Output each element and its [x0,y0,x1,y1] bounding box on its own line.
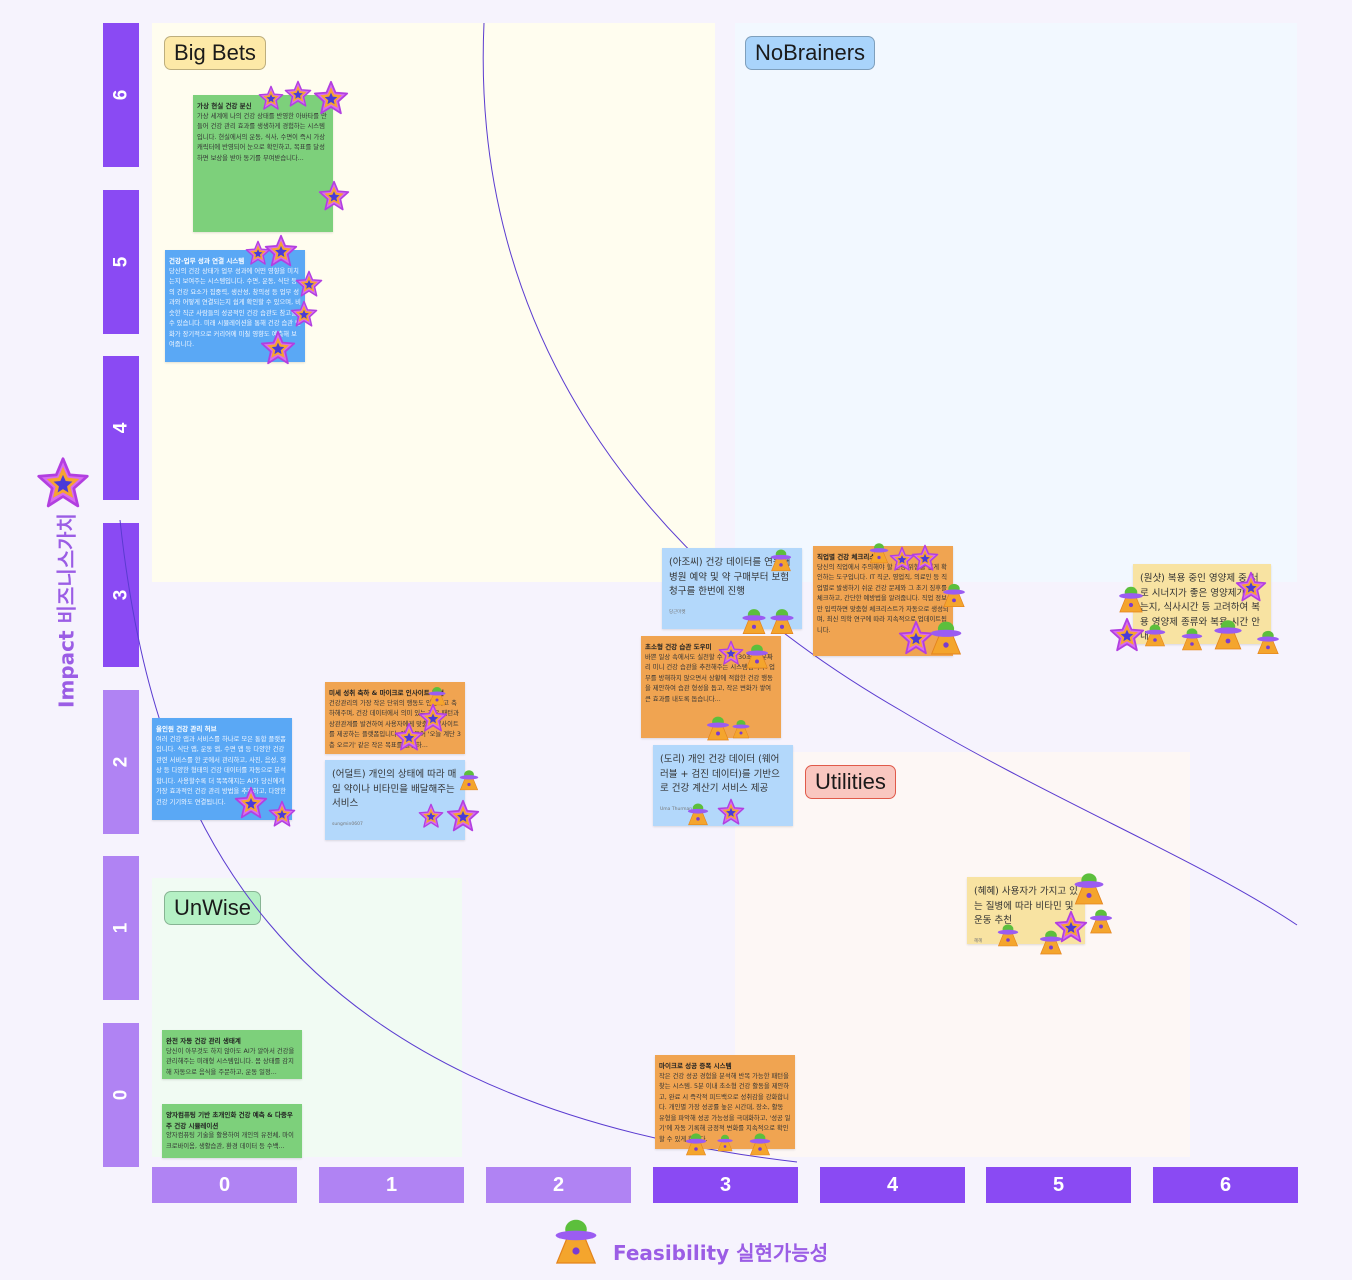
x-axis-title: Feasibility 실현가능성 [613,1241,829,1265]
star-icon [295,270,323,298]
x-tick-4: 4 [820,1167,965,1203]
big-bets-label[interactable]: Big Bets [164,36,266,70]
ufo-icon [1072,868,1106,906]
curve-lower [119,519,798,1163]
utilities-label[interactable]: Utilities [805,765,896,799]
x-tick-0: 0 [152,1167,297,1203]
no-brainers-region [735,23,1297,582]
sticky-note-virtual-health[interactable]: 가상 현실 건강 분신 가상 세계에 나의 건강 상태를 반영한 아바타를 만들어… [193,95,333,232]
y-tick-2: 2 [103,690,139,834]
ufo-icon [1143,620,1167,648]
ufo-icon [1088,905,1114,935]
sticky-note-dori[interactable]: (도리) 개인 건강 데이터 (웨어러블 + 검진 데이터)를 기반으로 건강 … [653,745,793,826]
x-tick-2: 2 [486,1167,631,1203]
star-icon [1235,571,1267,603]
y-tick-5: 5 [103,190,139,334]
y-tick-3: 3 [103,523,139,667]
star-icon [418,803,444,829]
star-icon [258,85,284,111]
y-tick-1: 1 [103,856,139,1000]
star-icon [234,786,268,820]
sticky-note-adult[interactable]: (어덜트) 개인의 상태에 따라 매일 약이나 비타민을 배달해주는 서비스 su… [325,760,465,840]
star-icon [284,80,312,108]
star-icon [718,640,744,666]
ufo-icon [1117,582,1145,614]
ufo-icon [1255,627,1281,655]
ufo-icon [731,716,751,740]
ufo-icon [748,1128,772,1158]
sticky-note-auto-ecosystem[interactable]: 완전 자동 건강 관리 생태계 당신이 아무것도 하지 않아도 AI가 알아서 건… [162,1030,302,1079]
ufo-icon [928,616,964,656]
star-icon [446,799,480,833]
ufo-icon [1180,624,1204,652]
x-tick-1: 1 [319,1167,464,1203]
star-icon [911,544,939,572]
no-brainers-label[interactable]: NoBrainers [745,36,876,70]
ufo-icon [740,605,768,635]
star-icon [394,722,424,752]
ufo-icon [769,546,793,572]
unwise-label[interactable]: UnWise [164,891,262,925]
star-icon [318,180,350,212]
ufo-icon [941,580,967,608]
curve-upper [482,22,1298,926]
ufo-icon [868,540,890,564]
star-icon [1054,910,1088,944]
x-tick-6: 6 [1153,1167,1298,1203]
star-icon [1109,617,1145,653]
star-icon [268,800,296,828]
star-icon [717,798,745,826]
star-icon [260,330,296,366]
ufo-icon [705,712,731,742]
ufo-icon [716,1130,734,1154]
sticky-note-all-in-one-hub[interactable]: 올인원 건강 관리 허브 여러 건강 앱과 서비스를 하나로 모은 통합 플랫폼입… [152,718,292,820]
utilities-region [735,752,1190,1157]
ufo-icon [996,920,1020,948]
ufo-icon [744,640,770,670]
star-icon [264,234,298,268]
star-icon [290,300,318,328]
star-icon [313,80,349,116]
y-tick-6: 6 [103,23,139,167]
ufo-icon [768,605,796,635]
ufo-icon [684,1128,708,1158]
ufo-icon [1212,614,1244,652]
ufo-icon [686,800,710,826]
sticky-note-micro-success[interactable]: 마이크로 성공 증폭 시스템 작은 건강 성공 경험을 분석해 반복 가능한 패턴… [655,1055,795,1149]
sticky-note-quantum[interactable]: 양자컴퓨팅 기반 초개인화 건강 예측 & 다중우주 건강 시뮬레이션 양자컴퓨팅… [162,1104,302,1158]
x-tick-3: 3 [653,1167,798,1203]
ufo-icon [458,767,480,791]
x-tick-5: 5 [986,1167,1131,1203]
y-tick-4: 4 [103,356,139,500]
y-tick-0: 0 [103,1023,139,1167]
